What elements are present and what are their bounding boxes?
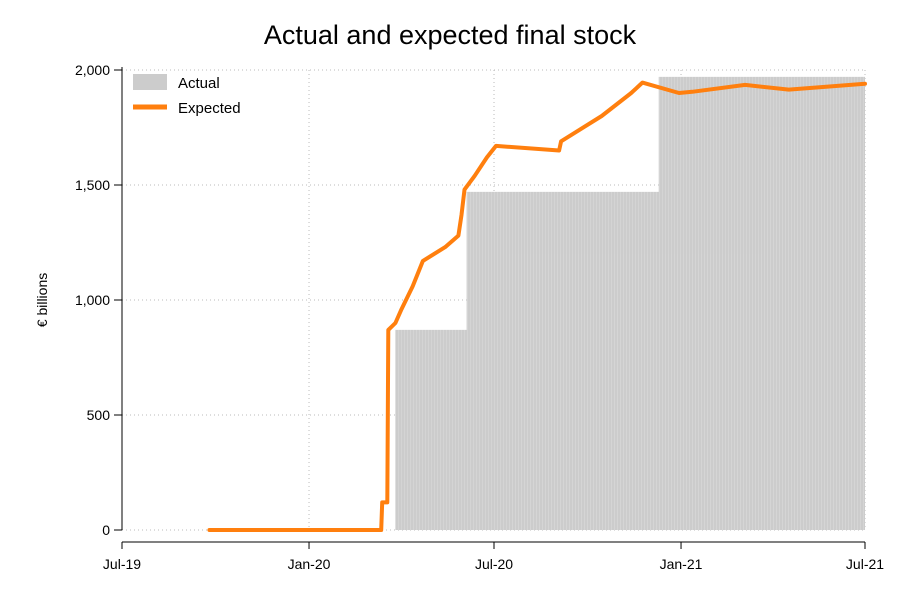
actual-area	[395, 76, 865, 531]
y-tick-label: 0	[102, 522, 110, 538]
actual-area-layer	[395, 76, 865, 531]
x-tick-label: Jul-20	[475, 556, 513, 572]
y-tick-label: 500	[87, 407, 111, 423]
x-tick-label: Jul-21	[846, 556, 884, 572]
legend-label-expected: Expected	[178, 100, 241, 117]
expected-line-layer	[207, 80, 867, 532]
legend-label-actual: Actual	[178, 75, 220, 92]
y-tick-label: 1,500	[75, 177, 110, 193]
x-tick-label: Jan-21	[660, 556, 703, 572]
y-axis-label: € billions	[34, 273, 50, 327]
legend-swatch-actual	[133, 74, 167, 90]
y-tick-label: 2,000	[75, 62, 110, 78]
y-tick-label: 1,000	[75, 292, 110, 308]
x-tick-label: Jan-20	[288, 556, 331, 572]
legend: Actual Expected	[133, 74, 241, 117]
chart-title: Actual and expected final stock	[263, 20, 637, 50]
x-tick-label: Jul-19	[103, 556, 141, 572]
expected-line	[207, 80, 867, 532]
axes: 0 500 1,000 1,500 2,000 Jul-19 Jan-20 Jul-20 Jan…	[75, 62, 884, 572]
